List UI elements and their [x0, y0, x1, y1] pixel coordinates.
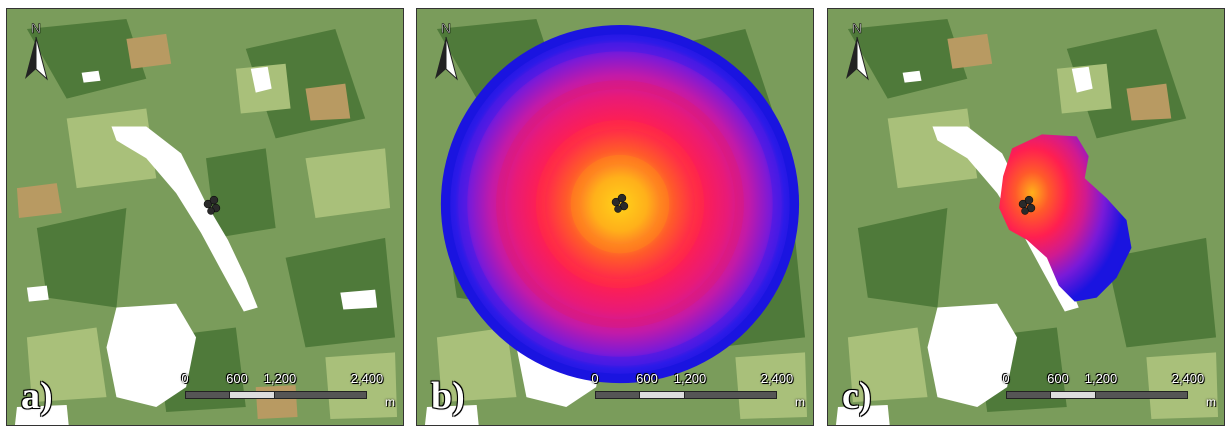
north-label: N	[852, 20, 862, 36]
panel-label-c: c)	[842, 375, 872, 417]
landcover-map	[7, 9, 403, 425]
scale-unit: m	[795, 395, 805, 409]
north-arrow-icon: N	[435, 20, 458, 81]
map-panel-c: N c) 0 600 1,200 2,400 m	[827, 8, 1225, 426]
scale-tick: 0	[181, 371, 189, 386]
scale-bar: 0 600 1,200 2,400 m	[591, 371, 805, 417]
panel-label-b: b)	[431, 375, 465, 417]
map-panel-a: N a) 0 600 1,200 2,400 m	[6, 8, 404, 426]
scale-unit: m	[385, 395, 395, 409]
scale-tick: 0	[591, 371, 599, 386]
scale-tick: 2,400	[760, 371, 794, 386]
scale-tick: 2,400	[350, 371, 384, 386]
map-panel-b: N b) 0 600 1,200 2,400 m	[416, 8, 814, 426]
scale-tick: 600	[636, 371, 658, 386]
scale-tick: 600	[226, 371, 248, 386]
panel-label-a: a)	[21, 375, 53, 417]
scale-bar: 0 600 1,200 2,400 m	[181, 371, 395, 417]
scale-bar: 0 600 1,200 2,400 m	[1002, 371, 1216, 417]
scale-tick: 1,200	[263, 371, 297, 386]
landcover-map	[828, 9, 1224, 425]
scale-tick: 0	[1002, 371, 1010, 386]
north-arrow-icon: N	[25, 20, 48, 81]
scale-tick: 2,400	[1171, 371, 1205, 386]
scale-tick: 1,200	[1084, 371, 1118, 386]
scale-tick: 600	[1047, 371, 1069, 386]
scale-tick: 1,200	[673, 371, 707, 386]
north-label: N	[31, 20, 41, 36]
scale-unit: m	[1206, 395, 1216, 409]
landcover-map	[417, 9, 813, 425]
north-label: N	[441, 20, 451, 36]
north-arrow-icon: N	[846, 20, 869, 81]
